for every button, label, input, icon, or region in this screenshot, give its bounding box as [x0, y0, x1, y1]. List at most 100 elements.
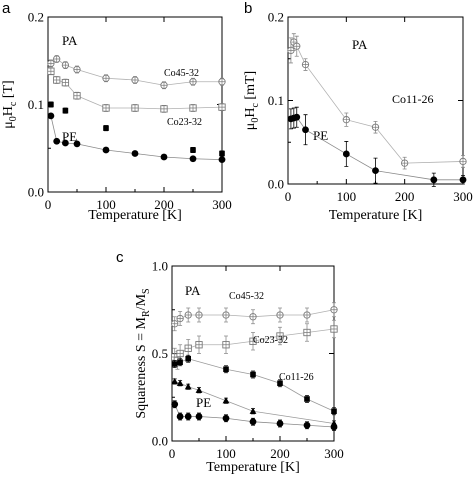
data-point-cross [189, 104, 197, 112]
data-point-cross [330, 306, 338, 313]
x-tick-label: 0 [45, 197, 52, 212]
x-tick-label: 200 [270, 446, 290, 461]
series-filled-square [48, 101, 225, 157]
annotation-label: PA [62, 33, 78, 48]
data-point-cross [222, 341, 230, 348]
data-point-cross [218, 103, 226, 111]
series-co45-32 [171, 302, 338, 332]
y-tick-label: 0.0 [28, 185, 44, 200]
y-tick-label: 0.2 [268, 10, 284, 25]
data-point-cross [330, 325, 338, 333]
data-point [177, 359, 183, 366]
y-axis-label-ylabel-sub2: c [250, 103, 261, 108]
data-point [102, 146, 110, 154]
y-axis-label-ylabel-main: μ [243, 123, 258, 131]
data-point-cross [185, 345, 192, 352]
data-point [331, 408, 337, 415]
x-tick-label: 100 [216, 446, 236, 461]
data-point [160, 153, 168, 161]
y-axis-label: μ0Hc [T] [1, 80, 19, 128]
y-tick-label: 0.0 [152, 434, 168, 449]
data-point [249, 407, 257, 414]
data-point [330, 423, 338, 431]
series-filled-circle [287, 106, 467, 187]
data-point-cross [53, 76, 60, 84]
data-point [304, 396, 310, 402]
data-point-cross [160, 105, 168, 113]
data-point [303, 421, 311, 429]
data-point-cross [62, 79, 69, 86]
series-label: Co45-32 [164, 68, 199, 79]
series-co45-32 [47, 55, 226, 90]
data-point-cross [302, 61, 309, 68]
data-point-cross [185, 311, 192, 319]
y-tick-label: 0.1 [268, 93, 284, 108]
data-point-cross [47, 60, 55, 67]
data-point-cross [176, 350, 184, 357]
annotation-label: PE [196, 395, 211, 410]
data-point [195, 413, 203, 420]
data-point-cross [218, 78, 226, 85]
data-point-cross [372, 124, 379, 131]
data-point-cross [73, 66, 81, 73]
series-co23-32 [47, 67, 226, 113]
y-axis-label-ylabel-mid: H [243, 108, 258, 118]
panel-label: c [116, 249, 124, 266]
data-point [171, 377, 179, 385]
series-label: Co23-32 [167, 117, 202, 128]
x-tick-label: 100 [96, 197, 116, 212]
data-point-cross [276, 332, 284, 340]
data-point [171, 361, 178, 367]
data-point-cross [171, 320, 178, 327]
data-point [73, 140, 81, 148]
x-tick-label: 300 [453, 189, 473, 204]
data-point [131, 150, 139, 157]
series-line [290, 41, 464, 164]
y-axis-label-ylabel-sub2: S [141, 288, 152, 294]
data-point [47, 112, 55, 120]
y-axis-label-ylabel-mid: H [1, 106, 16, 116]
data-point-cross [343, 116, 350, 123]
data-point-cross [73, 92, 81, 99]
data-point [190, 147, 196, 153]
y-axis-label-ylabel-main: μ [1, 121, 16, 129]
series-label: Co45-32 [229, 291, 264, 302]
data-point-cross [459, 158, 467, 165]
data-point-cross [102, 75, 110, 82]
data-point-cross [303, 329, 311, 336]
data-point [103, 125, 109, 131]
series-filled-circle [171, 400, 338, 431]
annotation-label: PA [185, 283, 201, 298]
x-tick-label: 100 [337, 189, 357, 204]
series-filled-circle [47, 112, 226, 164]
data-point-cross [249, 313, 257, 320]
data-point-cross [303, 311, 311, 319]
data-point [302, 126, 309, 134]
y-axis-label-ylabel-main: Squareness S = M [134, 316, 149, 418]
panel-label: a [2, 0, 11, 17]
data-point [176, 379, 184, 386]
panel-c: 0 100 200 300 0.0 0.5 1.0 Temperature [K] Square… [116, 249, 344, 475]
y-axis-label: Squareness S = MR/MS [134, 288, 152, 418]
x-tick-label: 200 [154, 197, 174, 212]
data-point [222, 414, 230, 422]
data-point-cross [131, 104, 139, 112]
data-point [219, 150, 225, 157]
data-point [171, 400, 179, 408]
panel-label: b [244, 0, 252, 17]
data-point [249, 418, 257, 426]
data-point-cross [195, 341, 203, 348]
x-axis-label: Temperature [K] [329, 208, 422, 223]
y-axis-label-ylabel-sub1: 0 [8, 116, 19, 121]
data-point [293, 113, 301, 121]
data-point-cross [276, 311, 284, 319]
data-point-cross [249, 338, 257, 345]
y-axis-label-ylabel-sub1: R [141, 310, 152, 317]
data-point [189, 155, 197, 163]
x-tick-label: 0 [169, 446, 176, 461]
x-tick-label: 0 [285, 189, 292, 204]
y-axis-label-ylabel-mid: /M [134, 293, 149, 310]
annotation-label: PE [313, 128, 328, 143]
data-point [176, 413, 184, 420]
